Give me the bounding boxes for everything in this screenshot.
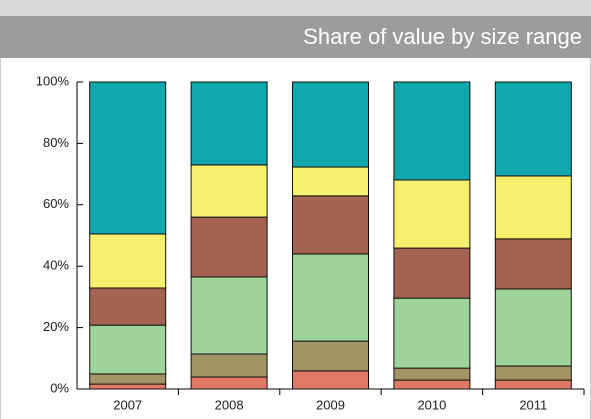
- y-tick-label: 60%: [43, 196, 69, 211]
- bar-segment: [190, 376, 268, 390]
- bar-segment: [89, 383, 167, 390]
- bar-segment: [494, 238, 572, 290]
- x-tick-label: 2011: [519, 397, 547, 412]
- bar-segment: [494, 81, 572, 177]
- x-tick-label: 2008: [215, 397, 244, 412]
- bar-segment: [89, 233, 167, 289]
- bar-segment: [190, 81, 268, 166]
- bar-segment: [393, 367, 471, 381]
- bar-segment: [393, 379, 471, 390]
- y-tick-label: 100%: [36, 73, 70, 88]
- x-tick-label: 2009: [316, 397, 345, 412]
- bar-segment: [494, 365, 572, 381]
- bar-segment: [494, 175, 572, 240]
- bar-segment: [494, 288, 572, 367]
- chart-title: Share of value by size range: [303, 24, 582, 49]
- bar-segment: [292, 81, 369, 168]
- bar-segment: [89, 81, 167, 235]
- header-bar: [0, 16, 591, 58]
- bar-segment: [190, 216, 268, 278]
- y-tick-label: 0%: [50, 380, 69, 395]
- bar-segment: [393, 179, 471, 249]
- bar-segment: [393, 297, 471, 369]
- top-strip: [0, 0, 591, 16]
- y-tick-label: 40%: [43, 258, 69, 273]
- bar-segment: [292, 340, 369, 372]
- y-tick-label: 20%: [43, 319, 69, 334]
- bar-segment: [89, 324, 167, 375]
- bar-segment: [393, 247, 471, 299]
- bar-segment: [190, 164, 268, 218]
- bar-segment: [292, 166, 369, 197]
- bar-segment: [89, 287, 167, 326]
- bar-segment: [89, 373, 167, 385]
- bar-segment: [494, 379, 572, 390]
- bar-segment: [190, 276, 268, 355]
- y-tick-label: 80%: [43, 135, 69, 150]
- x-tick-label: 2010: [417, 397, 446, 412]
- bar-segment: [292, 195, 369, 255]
- bar-segment: [393, 81, 471, 181]
- bar-segment: [292, 370, 369, 390]
- bar-segment: [190, 353, 268, 378]
- x-tick-label: 2007: [113, 397, 142, 412]
- bar-segment: [292, 253, 369, 342]
